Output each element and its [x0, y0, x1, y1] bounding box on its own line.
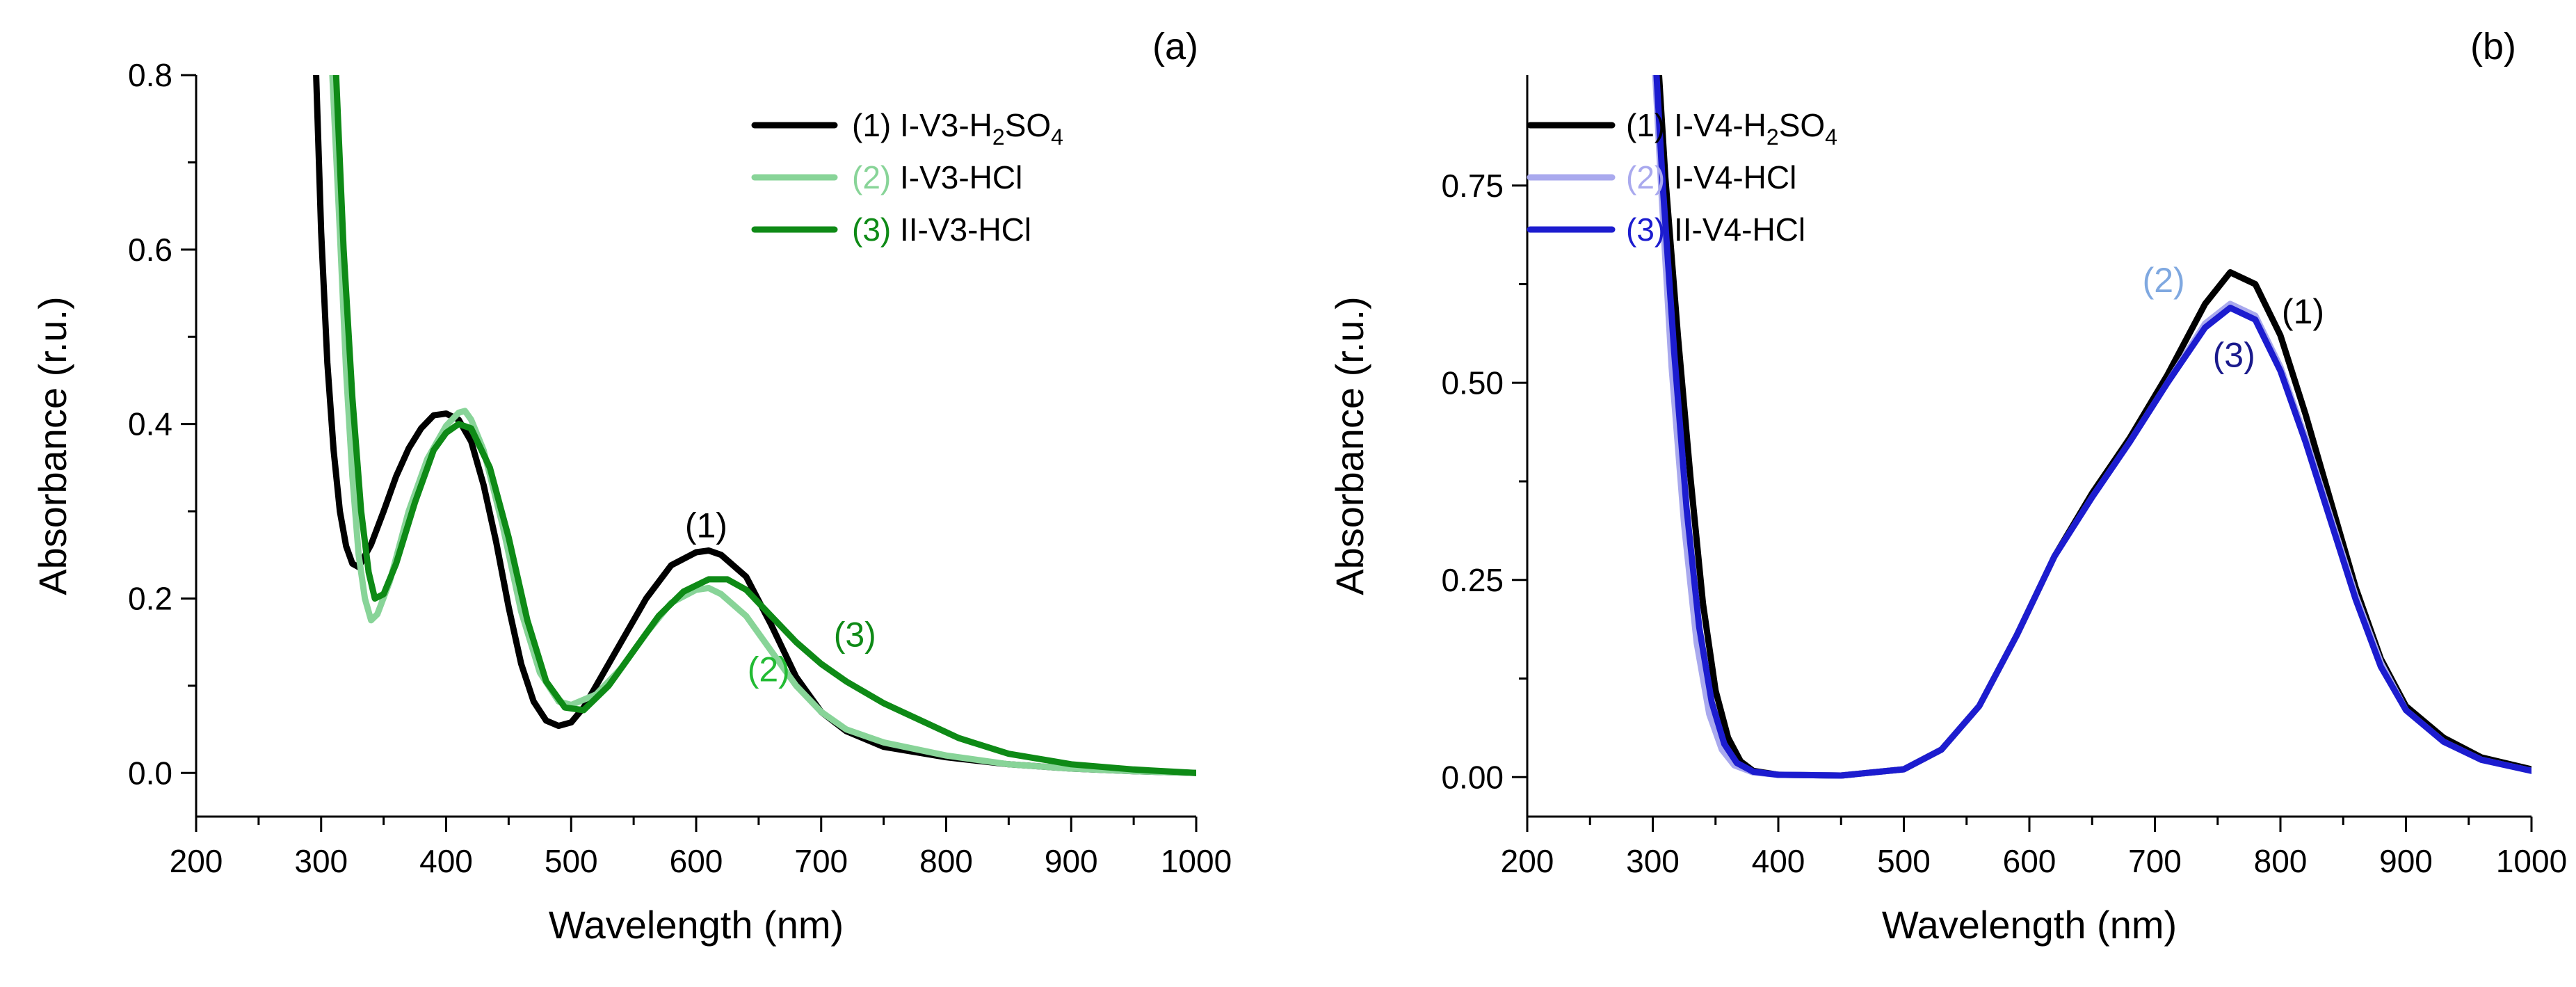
x-tick-label: 1000	[2496, 843, 2567, 879]
legend: (1) I-V4-H2SO4(2) I-V4-HCl(3) II-V4-HCl	[1527, 107, 1837, 248]
x-tick-label: 400	[419, 843, 473, 879]
legend-entry: (1) I-V3-H2SO4	[852, 107, 1063, 150]
curve-annotation: (1)	[2282, 292, 2324, 331]
legend-entry: (3) II-V4-HCl	[1626, 211, 1805, 248]
x-tick-label: 600	[2003, 843, 2056, 879]
x-tick-label: 500	[1877, 843, 1931, 879]
y-tick-label: 0.6	[128, 232, 172, 268]
legend-number: (2)	[852, 159, 900, 195]
x-tick-label: 600	[670, 843, 723, 879]
curve-annotation: (2)	[748, 650, 790, 689]
y-axis-title: Absorbance (r.u.)	[31, 296, 74, 595]
y-axis-title: Absorbance (r.u.)	[1328, 296, 1371, 595]
legend-text: SO	[1005, 107, 1051, 143]
y-tick-label: 0.50	[1441, 364, 1504, 401]
x-axis-title: Wavelength (nm)	[549, 903, 844, 947]
panel-label: (a)	[1152, 26, 1198, 67]
legend-subscript: 2	[1766, 125, 1779, 150]
x-tick-label: 900	[1045, 843, 1098, 879]
legend: (1) I-V3-H2SO4(2) I-V3-HCl(3) II-V3-HCl	[751, 107, 1063, 248]
legend-number: (2)	[1626, 159, 1674, 195]
y-tick-label: 0.25	[1441, 562, 1504, 598]
panel-label: (b)	[2470, 26, 2516, 67]
legend-number: (1)	[852, 107, 900, 143]
legend-entry: (2) I-V3-HCl	[852, 159, 1022, 195]
legend-entry: (2) I-V4-HCl	[1626, 159, 1796, 195]
x-tick-label: 200	[1501, 843, 1554, 879]
legend-text: II-V4-HCl	[1674, 211, 1805, 248]
panel-b-chart: 200 300 400 500 600 700 800 900 1000 0.00 0.25 0.50…	[1328, 26, 2567, 947]
legend-text: I-V4-HCl	[1674, 159, 1796, 195]
legend-entry: (1) I-V4-H2SO4	[1626, 107, 1837, 150]
legend-number: (3)	[852, 211, 900, 248]
x-tick-label: 700	[2128, 843, 2182, 879]
legend-number: (1)	[1626, 107, 1674, 143]
legend-subscript: 4	[1051, 125, 1063, 150]
y-tick-label: 0.0	[128, 755, 172, 791]
series-line-3	[1653, 75, 2531, 779]
x-tick-label: 900	[2379, 843, 2433, 879]
legend-text: I-V4-H	[1674, 107, 1766, 143]
legend-text: I-V3-HCl	[900, 159, 1022, 195]
y-tick-label: 0.2	[128, 580, 172, 616]
legend-subscript: 2	[992, 125, 1005, 150]
curve-annotation: (1)	[685, 506, 727, 545]
series-line-3	[332, 75, 1196, 776]
curve-annotation: (3)	[2213, 336, 2255, 375]
legend-text: SO	[1779, 107, 1825, 143]
curve-annotation: (3)	[834, 615, 876, 654]
x-tick-label: 500	[545, 843, 598, 879]
panel-a-chart: 200 300 400 500 600 700 800 900 1000 0.0 0.2 0.4 0.6…	[31, 26, 1232, 947]
legend-entry: (3) II-V3-HCl	[852, 211, 1031, 248]
x-axis-title: Wavelength (nm)	[1882, 903, 2177, 947]
legend-text: II-V3-HCl	[900, 211, 1031, 248]
x-tick-label: 800	[919, 843, 973, 879]
x-tick-label: 300	[294, 843, 348, 879]
y-tick-label: 0.4	[128, 406, 172, 442]
y-tick-label: 0.8	[128, 57, 172, 93]
y-tick-label: 0.00	[1441, 759, 1504, 795]
x-tick-label: 300	[1626, 843, 1680, 879]
y-tick-label: 0.75	[1441, 168, 1504, 204]
x-tick-label: 200	[170, 843, 223, 879]
x-tick-label: 800	[2254, 843, 2308, 879]
legend-number: (3)	[1626, 211, 1674, 248]
x-tick-label: 1000	[1161, 843, 1232, 879]
legend-text: I-V3-H	[900, 107, 992, 143]
legend-subscript: 4	[1825, 125, 1837, 150]
curve-annotation: (2)	[2143, 261, 2185, 300]
x-tick-label: 400	[1752, 843, 1805, 879]
x-tick-label: 700	[794, 843, 848, 879]
